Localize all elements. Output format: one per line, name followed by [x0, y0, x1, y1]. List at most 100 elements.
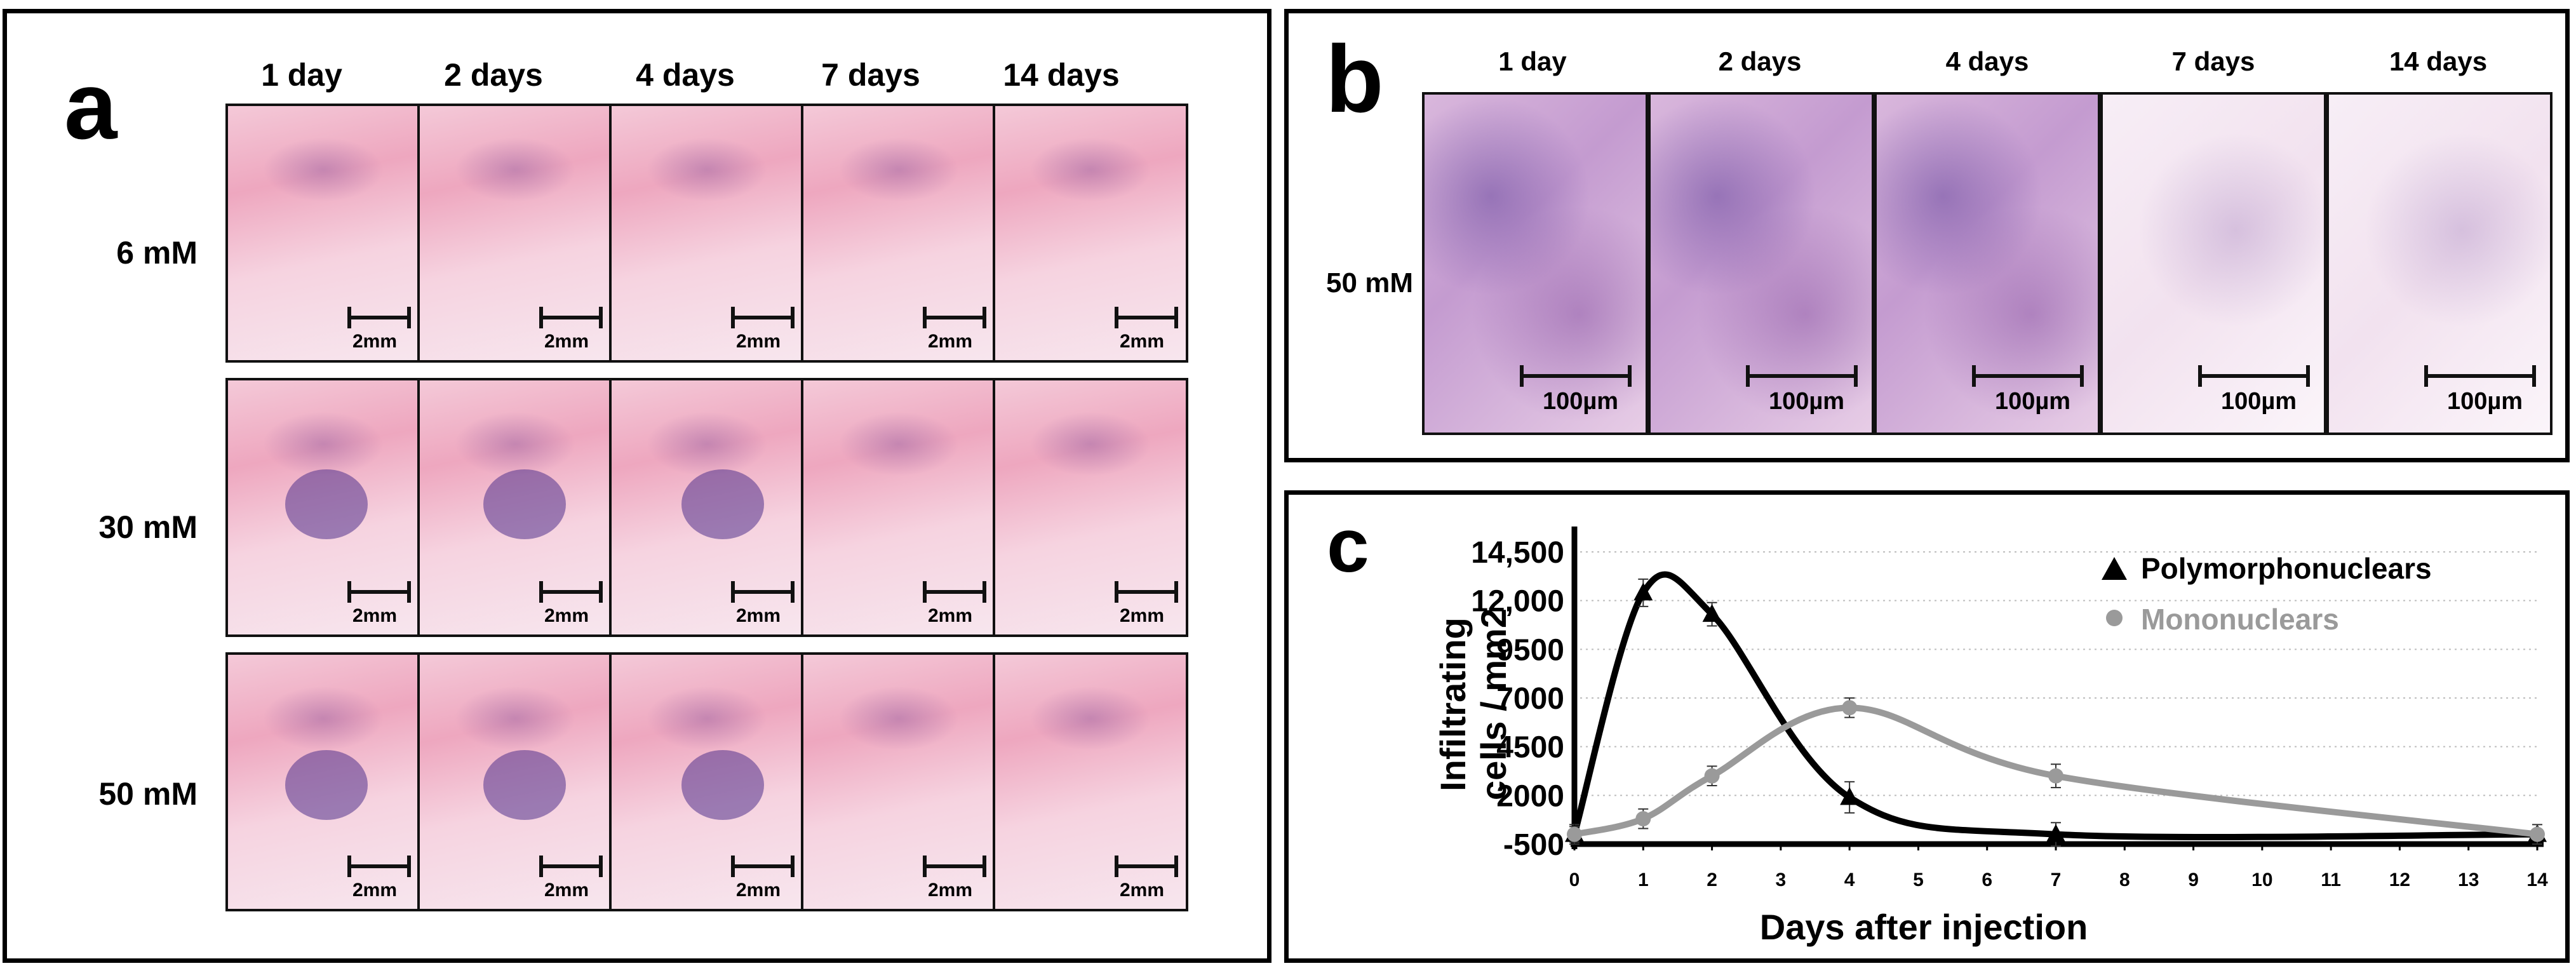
- column-label: 2 days: [1718, 46, 1802, 76]
- x-tick-label: 0: [1569, 869, 1580, 890]
- scale-bar: [2424, 365, 2536, 387]
- scale-bar: [1115, 581, 1178, 603]
- scale-bar-label: 2mm: [1120, 331, 1165, 352]
- scale-bar: [1746, 365, 1858, 387]
- histology-image: [612, 106, 802, 360]
- column-label: 14 days: [2389, 46, 2488, 76]
- histology-image-tile: 2mm: [801, 378, 996, 637]
- stained-region: [483, 469, 566, 539]
- histology-image: [2103, 95, 2324, 433]
- scale-bar-label: 2mm: [736, 331, 781, 352]
- scale-bar-label: 2mm: [544, 331, 589, 352]
- histology-image: [228, 106, 419, 360]
- stained-region: [285, 469, 368, 539]
- histology-image: [803, 655, 994, 909]
- data-point-circle: [1842, 700, 1858, 716]
- scale-bar: [539, 581, 603, 603]
- legend-marker-triangle: [2102, 557, 2127, 580]
- scale-bar-label: 2mm: [1120, 880, 1165, 901]
- row-label: 6 mM: [116, 235, 198, 271]
- column-label: 1 day: [261, 57, 342, 93]
- histology-image-tile: 2mm: [225, 104, 421, 363]
- column-label: 1 day: [1498, 46, 1567, 76]
- scale-bar: [539, 856, 603, 877]
- x-tick-label: 3: [1776, 869, 1787, 890]
- scale-bar: [923, 856, 986, 877]
- column-label: 14 days: [1003, 57, 1120, 93]
- legend-marker-circle: [2106, 610, 2123, 626]
- histology-image-tile: 100µm: [1874, 92, 2100, 435]
- data-point-circle: [1567, 826, 1582, 842]
- scale-bar-label: 2mm: [736, 605, 781, 626]
- histology-image-tile: 2mm: [225, 652, 421, 911]
- stained-region: [681, 750, 764, 820]
- y-tick-label: 4500: [1496, 731, 1564, 765]
- data-point-triangle: [1840, 787, 1860, 805]
- row-label: 30 mM: [98, 509, 198, 545]
- histology-image-tile: 2mm: [993, 104, 1188, 363]
- y-tick-label: 12,000: [1471, 585, 1564, 619]
- y-tick-label: 9500: [1496, 633, 1564, 667]
- scale-bar-label: 2mm: [736, 880, 781, 901]
- histology-image: [995, 655, 1186, 909]
- histology-image: [1651, 95, 1872, 433]
- panel-b-letter: b: [1325, 25, 1384, 132]
- histology-image-tile: 2mm: [993, 378, 1188, 637]
- x-tick-label: 8: [2119, 869, 2130, 890]
- data-point-circle: [2530, 826, 2545, 842]
- scale-bar-label: 2mm: [352, 605, 398, 626]
- data-point-triangle: [1633, 582, 1653, 601]
- histology-image: [2329, 95, 2550, 433]
- scale-bar: [539, 307, 603, 328]
- scale-bar: [731, 581, 795, 603]
- y-tick-label: 14,500: [1471, 536, 1564, 570]
- data-point-circle: [1704, 768, 1720, 784]
- x-axis-title: Days after injection: [1760, 907, 2088, 947]
- scale-bar-label: 2mm: [544, 605, 589, 626]
- histology-image: [995, 106, 1186, 360]
- x-tick-label: 12: [2389, 869, 2410, 890]
- data-point-circle: [1635, 811, 1651, 827]
- histology-image: [995, 380, 1186, 634]
- y-axis-title: Infiltratingcells / mm2: [1433, 608, 1513, 800]
- x-tick-label: 10: [2251, 869, 2272, 890]
- scale-bar: [923, 581, 986, 603]
- scale-bar-label: 100µm: [2221, 388, 2297, 415]
- histology-image-tile: 2mm: [609, 378, 805, 637]
- scale-bar-label: 2mm: [1120, 605, 1165, 626]
- histology-image: [803, 380, 994, 634]
- histology-image-tile: 2mm: [993, 652, 1188, 911]
- scale-bar-label: 2mm: [352, 880, 398, 901]
- histology-image-tile: 2mm: [417, 104, 613, 363]
- scale-bar-label: 100µm: [1543, 388, 1619, 415]
- scale-bar: [923, 307, 986, 328]
- histology-image-tile: 100µm: [1648, 92, 1874, 435]
- scale-bar-label: 2mm: [928, 331, 973, 352]
- column-label: 7 days: [2171, 46, 2255, 76]
- scale-bar: [731, 856, 795, 877]
- scale-bar: [1115, 307, 1178, 328]
- stained-region: [285, 750, 368, 820]
- x-tick-label: 6: [1982, 869, 1992, 890]
- stained-region: [681, 469, 764, 539]
- scale-bar: [1520, 365, 1632, 387]
- histology-image-tile: 100µm: [2326, 92, 2553, 435]
- data-point-triangle: [1702, 604, 1722, 622]
- histology-image-tile: 2mm: [609, 104, 805, 363]
- histology-image-tile: 2mm: [417, 652, 613, 911]
- x-tick-label: 13: [2458, 869, 2479, 890]
- row-label: 50 mM: [98, 776, 198, 812]
- x-tick-label: 9: [2188, 869, 2199, 890]
- data-point-triangle: [2046, 824, 2065, 842]
- column-label: 2 days: [444, 57, 543, 93]
- y-tick-label: 2000: [1496, 779, 1564, 813]
- histology-image: [420, 106, 610, 360]
- scale-bar-label: 2mm: [928, 880, 973, 901]
- scale-bar-label: 100µm: [2447, 388, 2523, 415]
- histology-image-tile: 2mm: [417, 378, 613, 637]
- histology-image-tile: 2mm: [801, 652, 996, 911]
- scale-bar: [731, 307, 795, 328]
- x-tick-label: 14: [2526, 869, 2548, 890]
- scale-bar: [2198, 365, 2310, 387]
